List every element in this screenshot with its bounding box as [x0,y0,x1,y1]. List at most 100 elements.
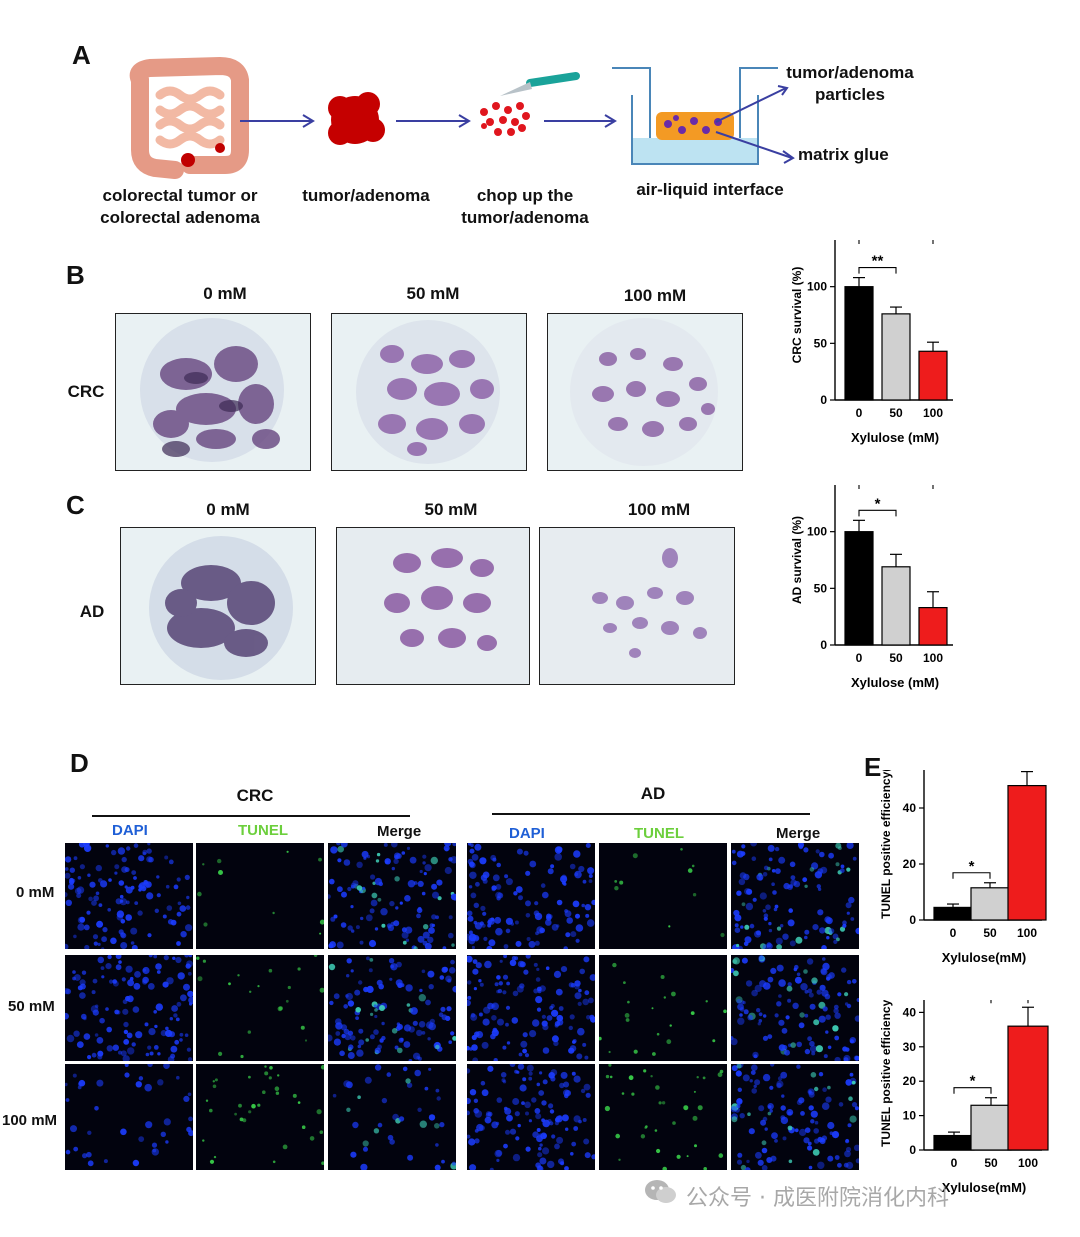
nucleus-dot [155,1003,163,1011]
nucleus-dot [470,1012,476,1018]
nucleus-dot [807,1145,813,1151]
watermark: 公众号 · 成医附院消化内科 [686,1186,949,1211]
nucleus-dot [319,1130,324,1134]
nucleus-dot [523,969,529,975]
nucleus-dot [525,955,531,959]
nucleus-dot [467,1134,471,1139]
nucleus-dot [849,1072,854,1077]
nucleus-dot [838,1102,844,1107]
nucleus-dot [495,1121,500,1126]
nucleus-dot [388,958,395,964]
nucleus-dot [387,924,395,932]
nucleus-dot [509,959,517,967]
nucleus-dot [78,843,86,848]
nucleus-dot [811,862,819,870]
nucleus-dot [822,1087,827,1092]
nucleus-dot [787,998,792,1003]
nucleus-dot [120,1128,127,1136]
nucleus-dot [702,1076,706,1080]
nucleus-dot [736,943,740,948]
nucleus-dot [316,1109,322,1115]
nucleus-dot [758,1105,765,1112]
nucleus-dot [842,920,847,925]
nucleus-dot [475,962,482,969]
nucleus-dot [146,856,153,863]
nucleus-dot [144,1022,149,1027]
step-label-tumor: tumor/adenoma [302,186,430,205]
x-tick-label: 50 [983,926,997,940]
chopped-tissue-icon [480,102,530,136]
nucleus-dot [451,943,455,947]
nucleus-dot [405,926,413,934]
nucleus-dot [468,933,477,942]
nucleus-dot [404,895,411,902]
nucleus-dot [365,1038,369,1042]
nucleus-dot [487,1065,494,1072]
fluor-ad-merge-50mM [731,955,859,1061]
nucleus-dot [202,959,206,963]
nucleus-dot [249,990,252,993]
nucleus-dot [762,1035,769,1041]
nucleus-dot [108,878,112,882]
nucleus-dot [833,939,838,944]
nucleus-dot [758,1012,763,1017]
nucleus-dot [852,979,857,984]
nucleus-dot [429,923,434,928]
nucleus-dot [348,1044,354,1050]
nucleus-dot [188,996,193,1004]
chart-crc-survival: 050100150CRC survival (%)050100Xylulose … [790,240,953,445]
significance-bracket [990,1000,1029,1004]
nucleus-dot [799,1128,807,1136]
nucleus-dot [329,941,336,948]
nucleus-dot [584,904,592,911]
nucleus-dot [186,1047,191,1052]
nucleus-dot [467,1097,471,1105]
nucleus-dot [472,968,479,975]
nucleus-dot [768,921,772,926]
nucleus-dot [375,859,380,863]
nucleus-dot [96,920,104,928]
nucleus-dot [736,850,744,858]
nucleus-dot [145,1121,153,1129]
nucleus-dot [575,913,580,919]
nucleus-dot [351,929,355,933]
nucleus-dot [365,914,373,922]
nucleus-dot [734,927,741,933]
nucleus-dot [814,1138,820,1144]
x-axis-label: Xylulose(mM) [942,1180,1027,1195]
fluor-crc-tunel-100mM [196,1064,324,1170]
nucleus-dot [511,1017,519,1024]
nucleus-dot [644,1126,647,1129]
nucleus-dot [110,937,117,945]
nucleus-dot [395,906,399,910]
nucleus-dot [731,1106,738,1113]
nucleus-dot [176,941,181,946]
nucleus-dot [558,1115,562,1120]
nucleus-dot [503,955,507,959]
nucleus-dot [535,977,541,982]
nucleus-dot [355,925,360,930]
nucleus-dot [340,843,348,848]
nucleus-dot [741,957,748,964]
x-axis-label: Xylulose(mM) [942,950,1027,965]
nucleus-dot [769,1085,774,1090]
nucleus-dot [102,927,108,933]
nucleus-dot [313,955,318,957]
nucleus-dot [147,933,152,938]
nucleus-dot [821,1102,830,1110]
nucleus-dot [504,874,509,879]
nucleus-dot [117,847,126,855]
nucleus-dot [533,962,538,967]
nucleus-dot [589,974,595,981]
nucleus-dot [848,896,855,904]
x-tick-label: 50 [889,406,903,420]
nucleus-dot [666,1039,672,1045]
nucleus-dot [431,914,437,920]
nucleus-dot [808,1165,813,1170]
panel-label-b: B [66,260,85,290]
nucleus-dot [360,1163,368,1170]
nucleus-dot [755,1151,762,1159]
nucleus-dot [556,1136,564,1144]
nucleus-dot [731,1036,734,1040]
nucleus-dot [836,937,840,942]
